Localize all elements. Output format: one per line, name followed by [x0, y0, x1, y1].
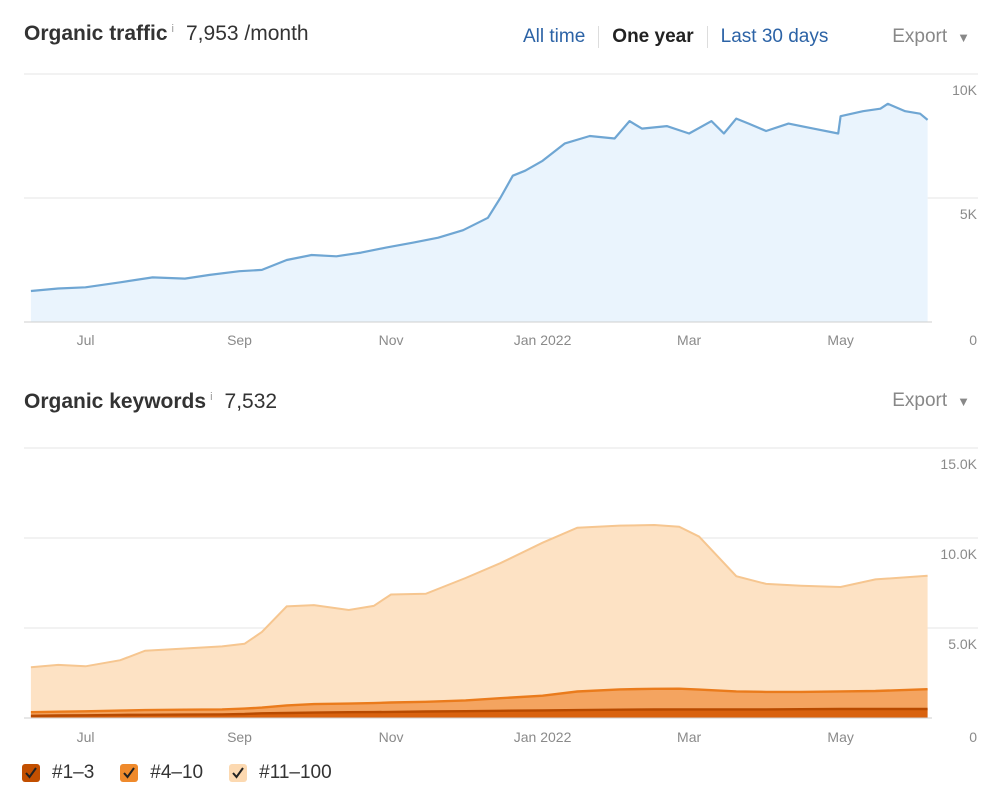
legend-label: #11–100	[259, 762, 332, 783]
traffic-info-icon[interactable]: i	[171, 23, 174, 35]
range-selector: All time One year Last 30 days	[510, 26, 841, 48]
checkbox-checked-icon[interactable]	[22, 764, 40, 782]
range-one-year[interactable]: One year	[612, 26, 694, 47]
traffic-y-tick-label: 5K	[960, 206, 978, 222]
caret-down-icon: ▼	[957, 29, 970, 45]
traffic-title: Organic traffic	[24, 22, 168, 45]
keywords-x-tick-label: Mar	[677, 729, 701, 745]
keywords-export-label: Export	[892, 390, 948, 411]
keywords-y-tick-label: 0	[969, 729, 977, 745]
traffic-x-tick-label: Jul	[77, 332, 95, 348]
traffic-x-tick-label: Sep	[227, 332, 252, 348]
traffic-area	[30, 103, 928, 322]
keywords-x-tick-label: Jan 2022	[514, 729, 572, 745]
traffic-x-tick-label: Jan 2022	[514, 332, 572, 348]
traffic-y-tick-label: 10K	[952, 82, 978, 98]
legend-item-11-100[interactable]: #11–100	[229, 762, 332, 784]
checkbox-checked-icon[interactable]	[120, 764, 139, 782]
legend-item-top3[interactable]: #1–3	[22, 762, 94, 784]
keywords-line-#11–100	[30, 523, 928, 669]
keywords-x-tick-label: Nov	[379, 729, 404, 745]
traffic-x-tick-label: Nov	[379, 332, 404, 348]
keywords-y-tick-label: 5.0K	[948, 636, 977, 652]
keywords-header: Organic keywords i 7,532	[24, 390, 277, 414]
keywords-line-#4–10	[30, 687, 928, 714]
traffic-export-button[interactable]: Export ▼	[892, 26, 970, 48]
checkbox-checked-icon[interactable]	[229, 764, 248, 782]
keywords-title: Organic keywords	[24, 390, 207, 413]
keywords-x-tick-label: May	[827, 729, 853, 745]
keywords-y-tick-label: 15.0K	[940, 456, 977, 472]
traffic-line	[30, 102, 929, 293]
legend-label: #4–10	[150, 762, 204, 783]
keywords-chart: 15.0K 10.0K 5.0K 0 Jul Sep Nov Jan 2022 Mar May	[24, 447, 978, 745]
traffic-export-label: Export	[892, 26, 948, 47]
legend-item-4-10[interactable]: #4–10	[120, 762, 203, 784]
caret-down-icon: ▼	[957, 393, 970, 409]
keywords-value: 7,532	[224, 390, 278, 413]
keywords-x-tick-label: Sep	[227, 729, 252, 745]
traffic-x-tick-label: May	[827, 332, 853, 348]
keywords-line-#1–3	[30, 707, 928, 717]
traffic-chart: 10K 5K 0 Jul Sep Nov Jan 2022 Mar May	[24, 73, 978, 348]
traffic-x-tick-label: Mar	[677, 332, 701, 348]
keywords-area-#11–100	[30, 525, 928, 713]
range-divider	[598, 26, 600, 48]
range-last-30-days[interactable]: Last 30 days	[720, 26, 829, 47]
keywords-export-button[interactable]: Export ▼	[892, 390, 970, 412]
traffic-header: Organic traffic i 7,953 /month	[24, 22, 309, 46]
keywords-legend: #1–3 #4–10 #11–100	[22, 762, 358, 784]
legend-label: #1–3	[52, 762, 95, 783]
range-all-time[interactable]: All time	[523, 26, 586, 47]
traffic-y-tick-label: 0	[969, 332, 977, 348]
keywords-area-#1–3	[30, 709, 928, 718]
keywords-y-tick-label: 10.0K	[940, 546, 977, 562]
range-divider	[706, 26, 708, 48]
keywords-x-tick-label: Jul	[77, 729, 95, 745]
keywords-info-icon[interactable]: i	[210, 391, 213, 403]
traffic-value: 7,953 /month	[186, 22, 309, 45]
